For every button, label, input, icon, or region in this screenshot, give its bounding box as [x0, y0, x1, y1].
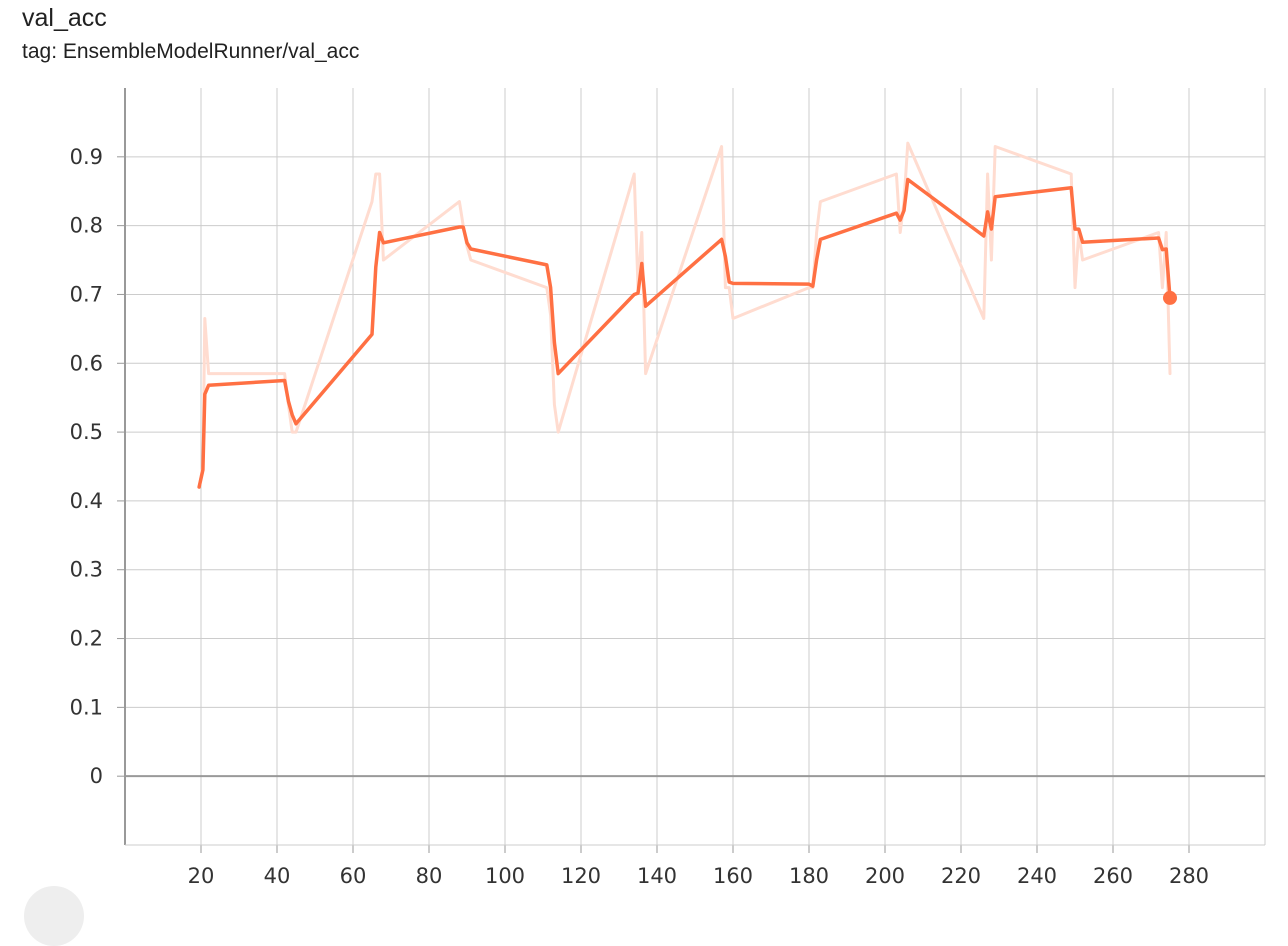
tick-labels: 20 40 60 80 100 120 140 160 180 200 220 240 260 280 0 0… [70, 145, 1209, 888]
y-tick-label: 0.2 [70, 627, 103, 651]
axes [117, 88, 1265, 853]
x-tick-label: 140 [637, 864, 677, 888]
x-tick-label: 160 [713, 864, 753, 888]
x-tick-label: 200 [865, 864, 905, 888]
y-tick-label: 0 [90, 764, 103, 788]
y-tick-label: 0.1 [70, 695, 103, 719]
y-tick-label: 0.4 [70, 489, 103, 513]
chart-title: val_acc [22, 4, 107, 32]
x-tick-label: 240 [1017, 864, 1057, 888]
x-tick-label: 180 [789, 864, 829, 888]
x-tick-label: 260 [1093, 864, 1133, 888]
expand-button[interactable] [24, 886, 84, 946]
y-tick-label: 0.3 [70, 558, 103, 582]
chart-tag: tag: EnsembleModelRunner/val_acc [22, 40, 360, 63]
y-tick-label: 0.6 [70, 351, 103, 375]
y-tick-label: 0.8 [70, 214, 103, 238]
y-tick-label: 0.9 [70, 145, 103, 169]
x-tick-label: 80 [416, 864, 443, 888]
x-tick-label: 120 [561, 864, 601, 888]
x-tick-label: 20 [188, 864, 215, 888]
y-tick-label: 0.5 [70, 420, 103, 444]
y-tick-label: 0.7 [70, 282, 103, 306]
x-tick-label: 280 [1169, 864, 1209, 888]
x-tick-label: 40 [264, 864, 291, 888]
x-tick-label: 220 [941, 864, 981, 888]
line-chart: 20 40 60 80 100 120 140 160 180 200 220 240 260 280 0 0… [70, 88, 1266, 888]
data-series [197, 141, 1177, 489]
smoothed-series-line [197, 177, 1172, 489]
last-point-marker [1163, 290, 1177, 305]
raw-series-line [197, 141, 1172, 489]
grid-lines [125, 88, 1266, 845]
x-tick-label: 100 [485, 864, 525, 888]
x-tick-label: 60 [340, 864, 367, 888]
